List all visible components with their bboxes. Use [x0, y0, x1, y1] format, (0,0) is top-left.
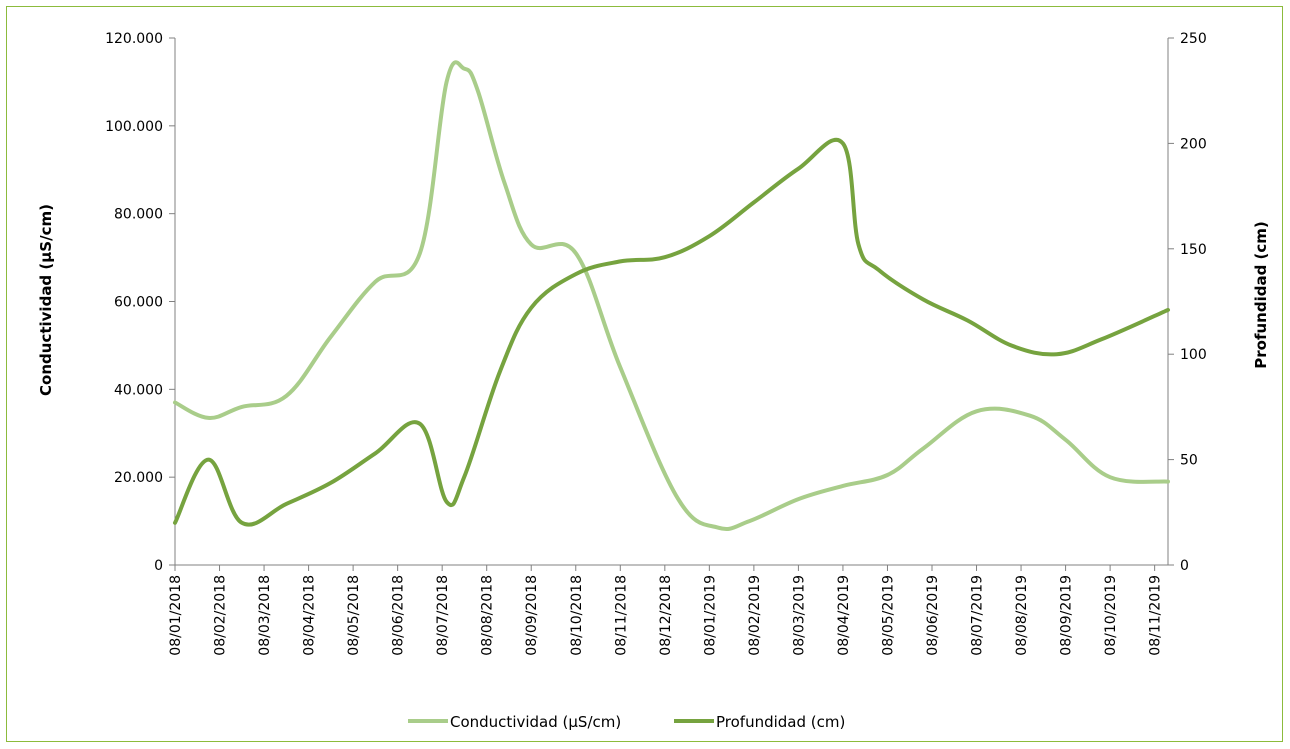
- left-axis-tick-label: 120.000: [105, 31, 163, 47]
- right-axis-tick-label: 200: [1180, 136, 1207, 152]
- left-axis-tick-label: 0: [154, 558, 163, 574]
- profundidad-series-line: [173, 137, 1170, 527]
- x-axis-tick-label: 08/01/2019: [702, 575, 718, 656]
- x-axis-tick-label: 08/11/2018: [613, 575, 629, 656]
- x-axis-tick-label: 08/04/2018: [302, 575, 318, 656]
- right-axis-tick-label: 150: [1180, 242, 1207, 258]
- right-axis-ticks: 0 50 100 150 200 250: [1168, 31, 1207, 574]
- chart-frame: [6, 6, 1283, 742]
- left-axis-tick-label: 60.000: [114, 295, 163, 311]
- x-axis-tick-label: 08/08/2018: [480, 575, 496, 656]
- x-axis-tick-label: 08/10/2018: [569, 575, 585, 656]
- x-axis-tick-label: 08/06/2018: [391, 575, 407, 656]
- x-axis-tick-label: 08/05/2019: [880, 575, 896, 656]
- left-axis-title: Conductividad (µS/cm): [37, 204, 55, 396]
- x-axis-tick-label: 08/06/2019: [925, 575, 941, 656]
- x-axis-tick-label: 08/02/2018: [213, 575, 229, 656]
- x-axis-tick-label: 08/02/2019: [747, 575, 763, 656]
- x-axis-tick-label: 08/12/2018: [658, 575, 674, 656]
- conductividad-series-line: [173, 60, 1170, 532]
- x-axis-tick-label: 08/03/2019: [791, 575, 807, 656]
- x-axis-tick-label: 08/09/2019: [1059, 575, 1075, 656]
- x-axis-tick-label: 08/10/2019: [1103, 575, 1119, 656]
- x-axis-tick-label: 08/09/2018: [524, 575, 540, 656]
- x-axis-tick-label: 08/11/2019: [1148, 575, 1164, 656]
- x-axis-tick-label: 08/05/2018: [346, 575, 362, 656]
- right-axis-tick-label: 100: [1180, 347, 1207, 363]
- legend-label: Profundidad (cm): [716, 713, 845, 731]
- x-axis-tick-label: 08/03/2018: [257, 575, 273, 656]
- x-axis-tick-label: 08/07/2019: [970, 575, 986, 656]
- legend: Conductividad (µS/cm) Profundidad (cm): [408, 713, 845, 731]
- right-axis-tick-label: 0: [1180, 558, 1189, 574]
- right-axis-title: Profundidad (cm): [1252, 221, 1270, 369]
- legend-label: Conductividad (µS/cm): [450, 713, 621, 731]
- x-axis-tick-label: 08/04/2019: [836, 575, 852, 656]
- right-axis-tick-label: 250: [1180, 31, 1207, 47]
- x-axis-tick-label: 08/01/2018: [168, 575, 184, 656]
- x-axis-tick-label: 08/08/2019: [1014, 575, 1030, 656]
- left-axis-tick-label: 20.000: [114, 470, 163, 486]
- left-axis-tick-label: 40.000: [114, 382, 163, 398]
- left-axis-tick-label: 100.000: [105, 119, 163, 135]
- series-lines: [173, 60, 1170, 532]
- x-axis-ticks: 08/01/2018 08/02/2018 08/03/2018 08/04/2018…: [168, 565, 1164, 656]
- x-axis-tick-label: 08/07/2018: [435, 575, 451, 656]
- right-axis-tick-label: 50: [1180, 453, 1198, 469]
- left-axis-tick-label: 80.000: [114, 207, 163, 223]
- left-axis-ticks: 0 20.000 40.000 60.000 80.000 100.000 120.000: [105, 31, 175, 574]
